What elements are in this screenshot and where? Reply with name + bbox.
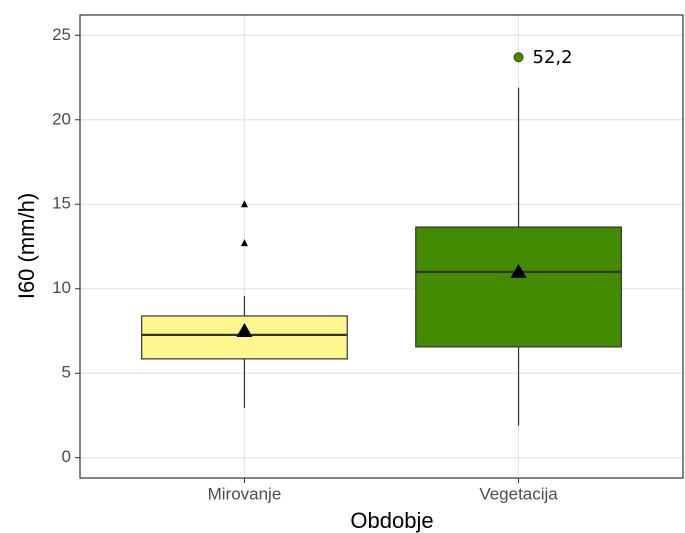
box [415, 226, 622, 348]
mean-marker [510, 263, 527, 278]
x-tick-label: Vegetacija [479, 484, 558, 503]
x-tick-label: Mirovanje [208, 484, 282, 503]
y-tick-label: 15 [52, 194, 71, 213]
plot-border [79, 14, 684, 479]
y-tick-label: 25 [52, 25, 71, 44]
marks [141, 52, 622, 426]
mean-marker [236, 322, 253, 337]
y-tick-label: 20 [52, 109, 71, 128]
outlier-point [513, 52, 524, 63]
y-tick-label: 0 [62, 447, 71, 466]
outlier [240, 200, 248, 208]
y-tick-label: 10 [52, 278, 71, 297]
y-axis-title: I60 (mm/h) [14, 193, 39, 299]
outlier [240, 239, 248, 247]
y-tick-label: 5 [62, 363, 71, 382]
annotation: 52,2 [533, 47, 573, 68]
x-axis-title: Obdobje [350, 508, 433, 533]
box [141, 315, 348, 360]
